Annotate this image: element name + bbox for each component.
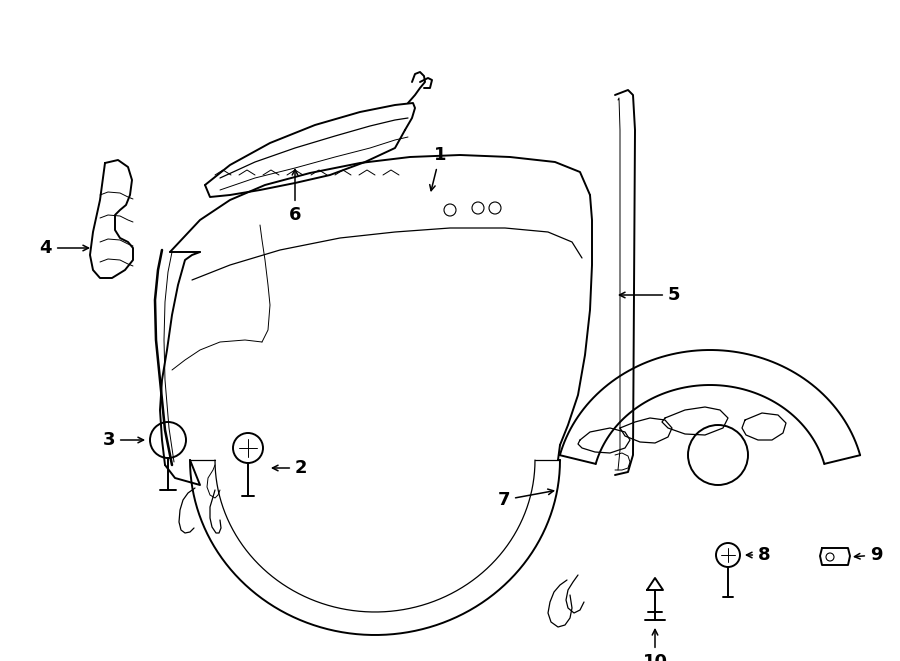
- Text: 8: 8: [746, 546, 770, 564]
- Text: 5: 5: [619, 286, 680, 304]
- Text: 1: 1: [429, 146, 446, 190]
- Text: 2: 2: [273, 459, 308, 477]
- Text: 4: 4: [40, 239, 88, 257]
- Text: 3: 3: [103, 431, 143, 449]
- Text: 9: 9: [854, 546, 883, 564]
- Text: 10: 10: [643, 629, 668, 661]
- Text: 7: 7: [498, 489, 554, 509]
- Text: 6: 6: [289, 169, 302, 224]
